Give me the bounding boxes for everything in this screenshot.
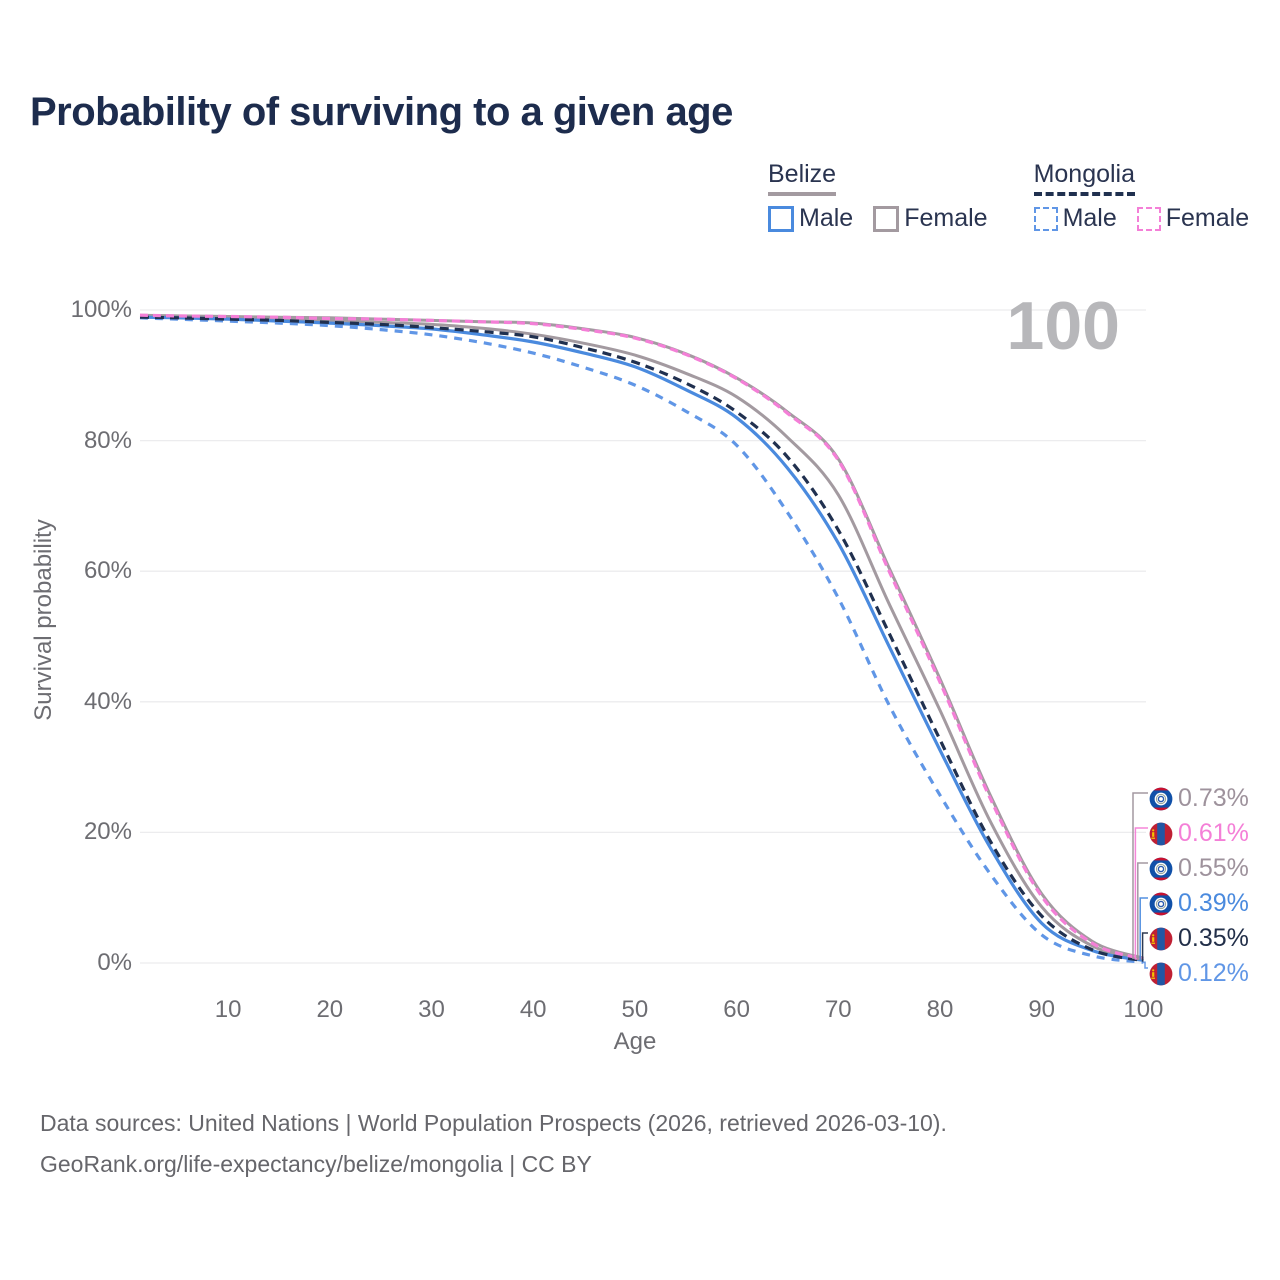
legend-country-mongolia[interactable]: Mongolia <box>1033 160 1136 196</box>
x-axis-title: Age <box>613 1028 657 1055</box>
end-label-value: 0.61% <box>1178 819 1249 847</box>
belize-flag-icon <box>1149 892 1173 915</box>
x-tick-label-100: 100 <box>1123 996 1164 1023</box>
series-line-belize-male[interactable] <box>139 315 1144 963</box>
legend: Belize Male Female Mongolia Male <box>768 160 1249 233</box>
end-label-value: 0.55% <box>1178 854 1249 882</box>
x-tick-label-50: 50 <box>621 996 649 1023</box>
legend-item-mongolia-female[interactable]: Female <box>1136 204 1250 233</box>
mongolia-flag-icon <box>1149 822 1173 845</box>
end-label-belize-male: 0.39% <box>1149 886 1249 921</box>
series-line-belize-female[interactable] <box>139 313 1144 960</box>
legend-item-mongolia-male[interactable]: Male <box>1033 204 1117 233</box>
belize-flag-icon <box>1149 787 1173 810</box>
legend-group-belize: Belize Male Female <box>768 160 988 233</box>
series-line-mongolia-both-sexes[interactable] <box>139 315 1144 963</box>
series-line-mongolia-male[interactable] <box>139 316 1144 964</box>
leader-line-belize <box>1139 897 1148 962</box>
mongolia-female-swatch-icon <box>1136 206 1161 231</box>
x-tick-label-90: 90 <box>1028 996 1056 1023</box>
y-tick-label-40: 40% <box>83 687 132 715</box>
hover-age-watermark: 100 <box>1006 288 1120 364</box>
end-value-labels: 0.73% 0.61% 0.55% 0.39% 0.35% 0.12% <box>1149 781 1249 991</box>
end-label-value: 0.12% <box>1178 959 1249 987</box>
mongolia-flag-icon <box>1149 927 1173 950</box>
leader-line-mongolia <box>1141 932 1148 962</box>
legend-label: Female <box>1165 204 1250 232</box>
legend-country-belize[interactable]: Belize <box>768 160 837 196</box>
y-tick-label-0: 0% <box>97 949 132 976</box>
end-label-belize-female: 0.73% <box>1149 781 1249 816</box>
x-tick-label-80: 80 <box>926 996 954 1023</box>
x-tick-label-30: 30 <box>418 996 445 1023</box>
x-tick-label-40: 40 <box>519 996 547 1023</box>
x-tick-label-10: 10 <box>214 996 242 1023</box>
leader-line-mongolia <box>1143 961 1148 969</box>
series-line-belize-both-sexes[interactable] <box>139 315 1144 961</box>
end-label-value: 0.39% <box>1178 889 1249 917</box>
belize-flag-icon <box>1149 857 1173 880</box>
series-line-mongolia-female[interactable] <box>139 313 1144 961</box>
end-label-mongolia-both-sexes: 0.35% <box>1149 921 1249 956</box>
x-tick-label-20: 20 <box>316 996 344 1023</box>
belize-female-swatch-icon <box>873 205 900 232</box>
end-label-mongolia-female: 0.61% <box>1149 816 1249 851</box>
y-tick-label-100: 100% <box>70 296 132 323</box>
legend-label: Male <box>1062 204 1117 232</box>
footer-source-line: Data sources: United Nations | World Pop… <box>40 1110 947 1136</box>
x-tick-label-60: 60 <box>723 996 750 1023</box>
end-label-value: 0.73% <box>1178 784 1249 812</box>
legend-label: Male <box>799 204 854 232</box>
end-label-mongolia-male: 0.12% <box>1149 956 1249 991</box>
footer-url-line: GeoRank.org/life-expectancy/belize/mongo… <box>40 1151 592 1177</box>
mongolia-male-swatch-icon <box>1033 206 1058 231</box>
legend-group-mongolia: Mongolia Male Female <box>1033 160 1250 233</box>
mongolia-flag-icon <box>1149 962 1173 985</box>
belize-male-swatch-icon <box>768 205 794 232</box>
y-tick-label-60: 60% <box>83 557 132 585</box>
end-label-value: 0.35% <box>1178 924 1249 952</box>
chart-title: Probability of surviving to a given age <box>30 90 733 134</box>
end-label-belize-both-sexes: 0.55% <box>1149 851 1249 886</box>
x-tick-label-70: 70 <box>824 996 852 1023</box>
y-tick-label-20: 20% <box>83 818 132 846</box>
legend-label: Female <box>904 204 988 232</box>
y-tick-label-80: 80% <box>83 426 132 454</box>
legend-item-belize-female[interactable]: Female <box>873 204 988 233</box>
legend-item-belize-male[interactable]: Male <box>768 204 853 233</box>
